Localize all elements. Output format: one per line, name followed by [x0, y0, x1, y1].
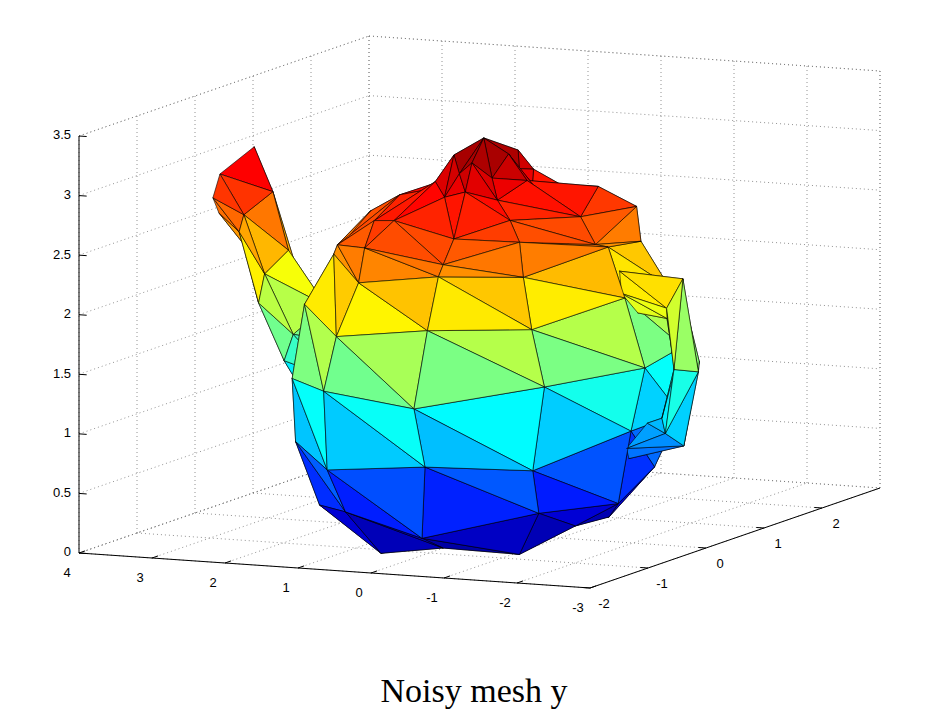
box-edge	[79, 36, 369, 136]
y-tick	[756, 527, 764, 529]
x-tick-label: 1	[282, 580, 289, 595]
x-tick	[225, 561, 231, 563]
y-tick	[640, 567, 648, 569]
mesh-face	[533, 387, 631, 471]
mesh-face	[336, 331, 427, 409]
x-tick	[298, 566, 304, 568]
axes	[79, 136, 880, 588]
grid-line	[590, 488, 880, 588]
y-tick-label: 0	[716, 556, 723, 571]
grid	[79, 36, 880, 588]
z-axis-line	[79, 136, 80, 553]
chart-svg: -3 -2 -1 0 1 2 3 4 -2 -1 0 1 2 0 0.5 1 1.5 2 2.5 3 3.5 Noisy …	[0, 0, 948, 727]
z-tick	[79, 136, 87, 138]
mesh-face	[425, 467, 539, 513]
mesh	[213, 138, 699, 554]
y-tick	[698, 547, 706, 549]
mesh-face	[427, 277, 531, 331]
box-edge	[369, 36, 880, 71]
y-tick-label: -2	[598, 596, 610, 611]
z-tick-label: 3	[64, 187, 71, 202]
z-tick-label: 2.5	[53, 247, 71, 262]
mesh-face	[492, 178, 527, 200]
x-tick-label: -1	[426, 590, 438, 605]
z-tick	[79, 255, 87, 257]
mesh-face	[665, 370, 698, 434]
y-tick-label: 2	[832, 516, 839, 531]
grid-line	[152, 458, 442, 558]
z-tick-label: 0	[64, 544, 71, 559]
mesh-face	[533, 471, 618, 514]
grid-line	[79, 136, 80, 553]
z-tick	[79, 374, 87, 376]
mesh-face	[438, 265, 523, 278]
mesh-face	[414, 409, 533, 471]
mesh-face	[292, 379, 327, 470]
grid-line	[195, 96, 196, 513]
z-tick	[79, 493, 87, 495]
mesh-face	[239, 215, 264, 274]
x-tick-label: 0	[355, 585, 362, 600]
tick-labels: -3 -2 -1 0 1 2 3 4 -2 -1 0 1 2 0 0.5 1 1.5 2 2.5 3 3.5	[53, 127, 840, 615]
x-tick	[444, 576, 450, 578]
z-tick	[79, 433, 87, 435]
title: Noisy mesh y	[381, 672, 568, 709]
mesh-face	[213, 174, 244, 215]
mesh-face	[518, 150, 533, 169]
mesh-face	[667, 279, 683, 370]
x-tick-label: 4	[63, 565, 70, 580]
mesh-face	[414, 331, 544, 409]
grid-line	[79, 155, 369, 255]
y-tick-label: -1	[656, 576, 668, 591]
z-tick	[79, 195, 87, 197]
z-tick	[79, 314, 87, 316]
mesh-face	[259, 274, 294, 335]
chart-container: -3 -2 -1 0 1 2 3 4 -2 -1 0 1 2 0 0.5 1 1.5 2 2.5 3 3.5 Noisy …	[0, 0, 948, 727]
grid-line	[137, 116, 138, 533]
x-tick	[517, 581, 523, 583]
mesh-face	[532, 330, 645, 387]
grid-line	[369, 36, 880, 71]
mesh-face	[327, 467, 425, 538]
mesh-face	[454, 220, 520, 242]
x-tick	[371, 571, 377, 573]
mesh-face	[510, 220, 595, 244]
x-axis-line	[79, 553, 590, 588]
grid-line	[880, 71, 881, 488]
mesh-face	[365, 248, 444, 277]
mesh-face	[520, 242, 609, 277]
y-tick-label: 1	[774, 536, 781, 551]
mesh-face	[359, 277, 439, 331]
grid-line	[734, 61, 735, 478]
x-tick-label: 2	[209, 575, 216, 590]
x-tick-label: -3	[572, 600, 584, 615]
y-tick	[814, 507, 822, 509]
x-tick-label: -2	[499, 595, 511, 610]
mesh-face	[492, 154, 527, 181]
z-tick-label: 3.5	[53, 127, 71, 142]
grid-line	[79, 553, 590, 588]
z-tick-label: 1.5	[53, 366, 71, 381]
z-tick-label: 0.5	[53, 485, 71, 500]
box-edge	[880, 71, 881, 488]
x-tick	[590, 586, 596, 588]
x-tick-label: 3	[136, 570, 143, 585]
y-axis-line	[590, 488, 880, 588]
grid-line	[369, 96, 880, 131]
mesh-face	[422, 467, 539, 538]
y-tick	[582, 587, 590, 589]
mesh-face	[523, 277, 625, 329]
grid-line	[79, 36, 369, 136]
grid-line	[807, 66, 808, 483]
mesh-face	[510, 217, 595, 245]
z-tick-label: 1	[64, 425, 71, 440]
x-tick	[152, 556, 158, 558]
z-tick	[79, 553, 87, 555]
z-tick-label: 2	[64, 306, 71, 321]
